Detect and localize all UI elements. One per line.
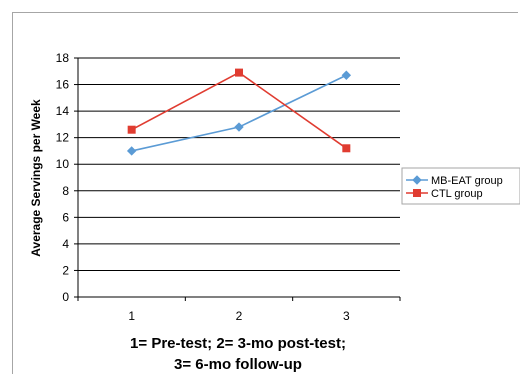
x-tick-label-1: 1 (128, 309, 135, 323)
x-tick-labels: 1 2 3 (128, 309, 350, 323)
x-axis-label-line-2: 3= 6-mo follow-up (174, 356, 302, 373)
y-tick-label-4: 4 (62, 237, 69, 251)
series-0 (126, 70, 352, 156)
series-line-1 (131, 71, 347, 149)
y-tick-label-0: 0 (62, 290, 69, 304)
y-tick-label-16: 16 (56, 78, 70, 92)
chart-frame (12, 12, 518, 374)
x-tick-label-3: 3 (343, 309, 350, 323)
legend-marker-1 (413, 189, 421, 197)
y-tick-label-12: 12 (56, 131, 70, 145)
y-tick-label-2: 2 (62, 263, 69, 277)
x-tick-label-2: 2 (236, 309, 243, 323)
y-tick-label-14: 14 (56, 104, 70, 118)
legend-box (401, 167, 520, 205)
y-tick-label-10: 10 (56, 157, 70, 171)
data-point-0-1 (234, 122, 244, 132)
data-point-0-0 (126, 146, 137, 156)
series-1 (127, 68, 351, 153)
x-axis-label-line-1: 1= Pre-test; 2= 3-mo post-test; (130, 335, 346, 352)
gridlines (74, 57, 400, 298)
y-tick-label-8: 8 (62, 184, 69, 198)
y-tick-labels: 0 2 4 6 8 10 12 14 16 18 (56, 51, 70, 304)
data-point-1-2 (342, 144, 351, 153)
y-axis-label: Average Servings per Week (29, 99, 43, 257)
legend-label-0: MB-EAT group (431, 175, 503, 187)
data-point-1-1 (235, 68, 243, 77)
series-layer (126, 68, 352, 156)
data-point-1-0 (127, 125, 136, 134)
data-point-0-2 (341, 70, 352, 80)
legend-marker-0 (412, 175, 422, 185)
axes (77, 58, 401, 301)
y-tick-label-6: 6 (62, 210, 69, 224)
legend-label-1: CTL group (431, 188, 483, 200)
y-tick-label-18: 18 (56, 51, 70, 65)
